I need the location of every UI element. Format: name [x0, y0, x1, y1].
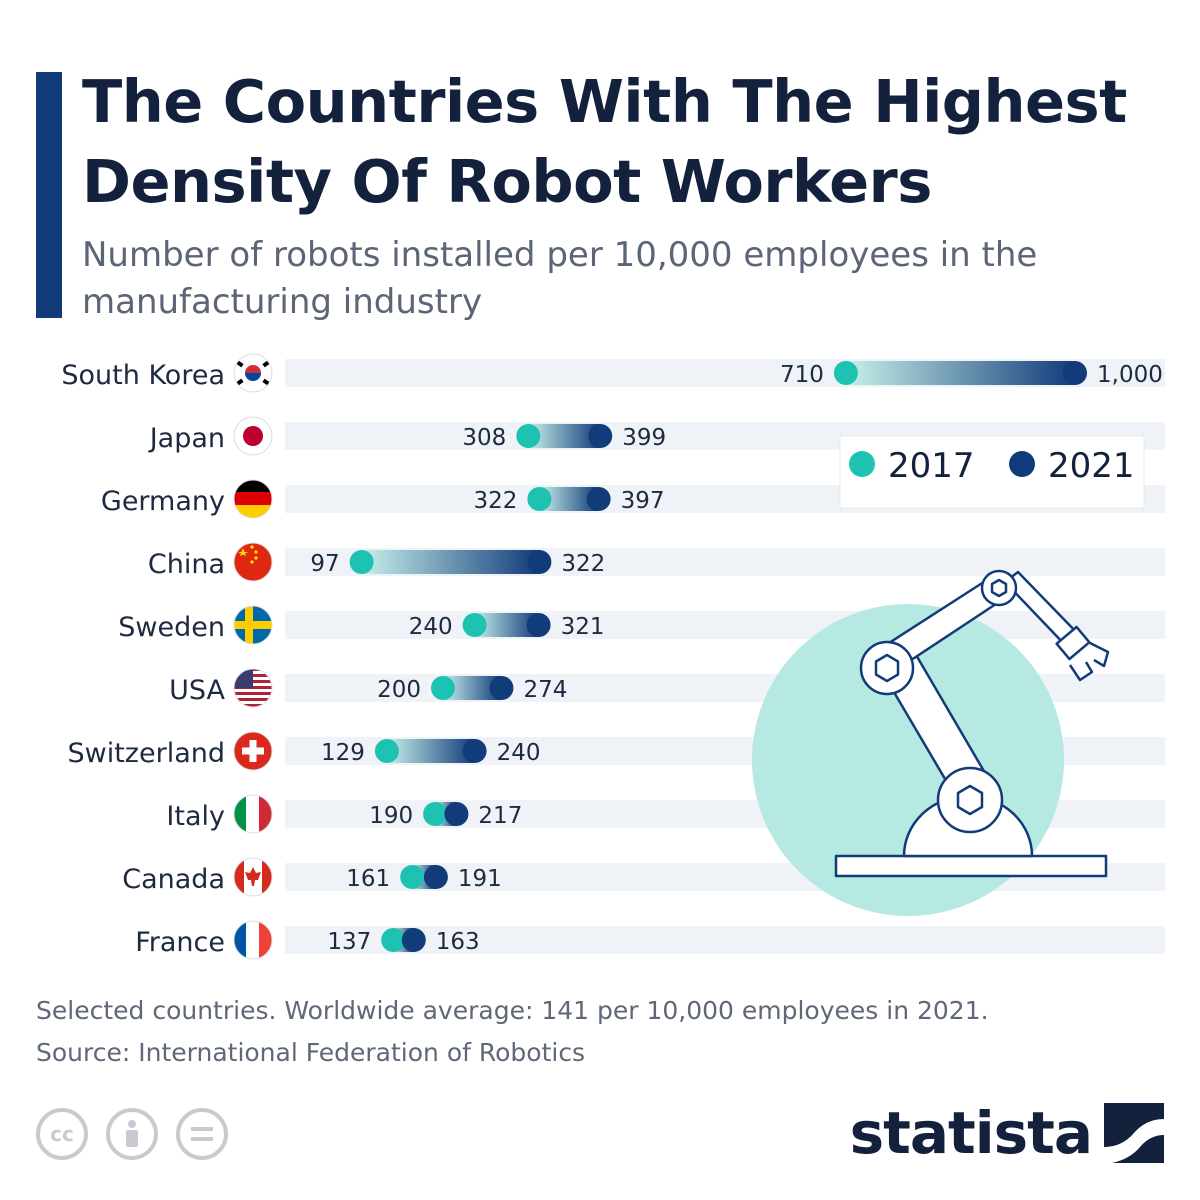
country-label: Germany: [101, 486, 225, 517]
point-2017: [381, 928, 406, 952]
value-label-2021: 322: [561, 551, 605, 577]
flag-china-icon: [234, 543, 272, 581]
value-label-2021: 191: [458, 866, 502, 892]
data-row: Germany 322 397: [101, 479, 665, 519]
footnote: Selected countries. Worldwide average: 1…: [36, 996, 989, 1025]
point-2017: [527, 487, 552, 511]
point-2021: [401, 928, 426, 952]
country-label: Sweden: [118, 612, 225, 643]
value-label-2021: 163: [436, 929, 480, 955]
value-label-2017: 240: [409, 614, 453, 640]
country-label: Italy: [166, 801, 225, 832]
flag-switzerland-icon: [234, 732, 272, 770]
data-row: China 97 322: [148, 542, 605, 582]
point-2021: [489, 676, 514, 700]
value-label-2017: 129: [321, 740, 365, 766]
source-note: Source: International Federation of Robo…: [36, 1038, 586, 1067]
value-label-2021: 397: [621, 488, 665, 514]
data-row: USA 200 274: [169, 668, 567, 708]
range-bar: [386, 739, 475, 763]
country-label: Switzerland: [68, 738, 226, 769]
flag-france-icon: [234, 921, 272, 959]
logo-text: statista: [849, 1099, 1093, 1167]
point-2021: [526, 613, 551, 637]
point-2017: [400, 865, 425, 889]
value-label-2021: 399: [622, 425, 666, 451]
country-label: USA: [169, 675, 225, 706]
country-label: France: [135, 927, 225, 958]
accent-bar: [36, 72, 62, 318]
value-label-2021: 1,000: [1097, 362, 1163, 388]
cc-icon[interactable]: cc: [36, 1108, 88, 1160]
chart-legend: 2017 2021: [839, 435, 1145, 509]
point-2017: [349, 550, 374, 574]
point-2021: [462, 739, 487, 763]
data-row: Canada 161 191: [122, 857, 502, 897]
point-2017: [516, 424, 541, 448]
legend-marker-2017: [849, 451, 875, 477]
point-2017: [423, 802, 448, 826]
robot-arm-icon: [752, 569, 1110, 916]
value-label-2017: 308: [462, 425, 506, 451]
range-bar: [845, 361, 1075, 385]
value-label-2021: 321: [561, 614, 605, 640]
point-2021: [1063, 361, 1087, 385]
point-2017: [833, 361, 858, 385]
value-label-2021: 217: [478, 803, 522, 829]
data-row: France 137 163: [135, 920, 480, 960]
flag-italy-icon: [234, 795, 272, 833]
point-2021: [527, 550, 552, 574]
flag-germany-icon: [234, 480, 272, 518]
row-track: [285, 926, 1165, 954]
country-label: China: [148, 549, 225, 580]
value-label-2017: 137: [327, 929, 371, 955]
point-2021: [423, 865, 448, 889]
row-track: [285, 611, 1165, 639]
value-label-2021: 274: [523, 677, 567, 703]
data-row: Sweden 240 321: [118, 605, 604, 645]
data-row: Switzerland 129 240: [68, 731, 541, 771]
point-2021: [586, 487, 611, 511]
value-label-2017: 190: [369, 803, 413, 829]
flag-japan-icon: [234, 417, 272, 455]
flag-south-korea-icon: [234, 354, 272, 392]
page-subtitle: Number of robots installed per 10,000 em…: [82, 235, 1038, 322]
value-label-2017: 97: [310, 551, 339, 577]
dumbbell-rows: South Korea 710 1,000 Japan 308 399 Germany 322…: [61, 353, 1163, 960]
flag-canada-icon: [234, 858, 272, 896]
flag-usa-icon: [234, 669, 272, 707]
attribution-icon[interactable]: [106, 1108, 158, 1160]
point-2017: [431, 676, 455, 700]
statista-logo[interactable]: statista: [850, 1098, 1164, 1168]
point-2017: [462, 613, 487, 637]
value-label-2021: 240: [497, 740, 541, 766]
point-2017: [374, 739, 399, 763]
value-label-2017: 161: [346, 866, 390, 892]
flag-sweden-icon: [234, 606, 272, 644]
legend-marker-2021: [1009, 451, 1035, 477]
range-bar: [361, 550, 540, 574]
data-row: South Korea 710 1,000: [61, 353, 1163, 393]
no-derivatives-icon[interactable]: [176, 1108, 228, 1160]
point-2021: [588, 424, 613, 448]
value-label-2017: 200: [377, 677, 421, 703]
dumbbell-chart: South Korea 710 1,000 Japan 308 399 Germany 322…: [61, 353, 1165, 960]
page-title: The Countries With The Highest Density O…: [82, 67, 1127, 216]
legend-label-2021: 2021: [1048, 446, 1135, 486]
value-label-2017: 710: [780, 362, 824, 388]
data-row: Japan 308 399: [148, 416, 666, 456]
value-label-2017: 322: [473, 488, 517, 514]
statista-logo-icon: [1104, 1103, 1164, 1163]
chart-footer: Selected countries. Worldwide average: 1…: [36, 990, 989, 1074]
legend-label-2017: 2017: [888, 446, 975, 486]
license-icons: cc: [36, 1108, 228, 1160]
country-label: Canada: [122, 864, 225, 895]
country-label: South Korea: [61, 360, 225, 391]
data-row: Italy 190 217: [166, 794, 522, 834]
point-2021: [444, 802, 469, 826]
country-label: Japan: [148, 423, 225, 454]
